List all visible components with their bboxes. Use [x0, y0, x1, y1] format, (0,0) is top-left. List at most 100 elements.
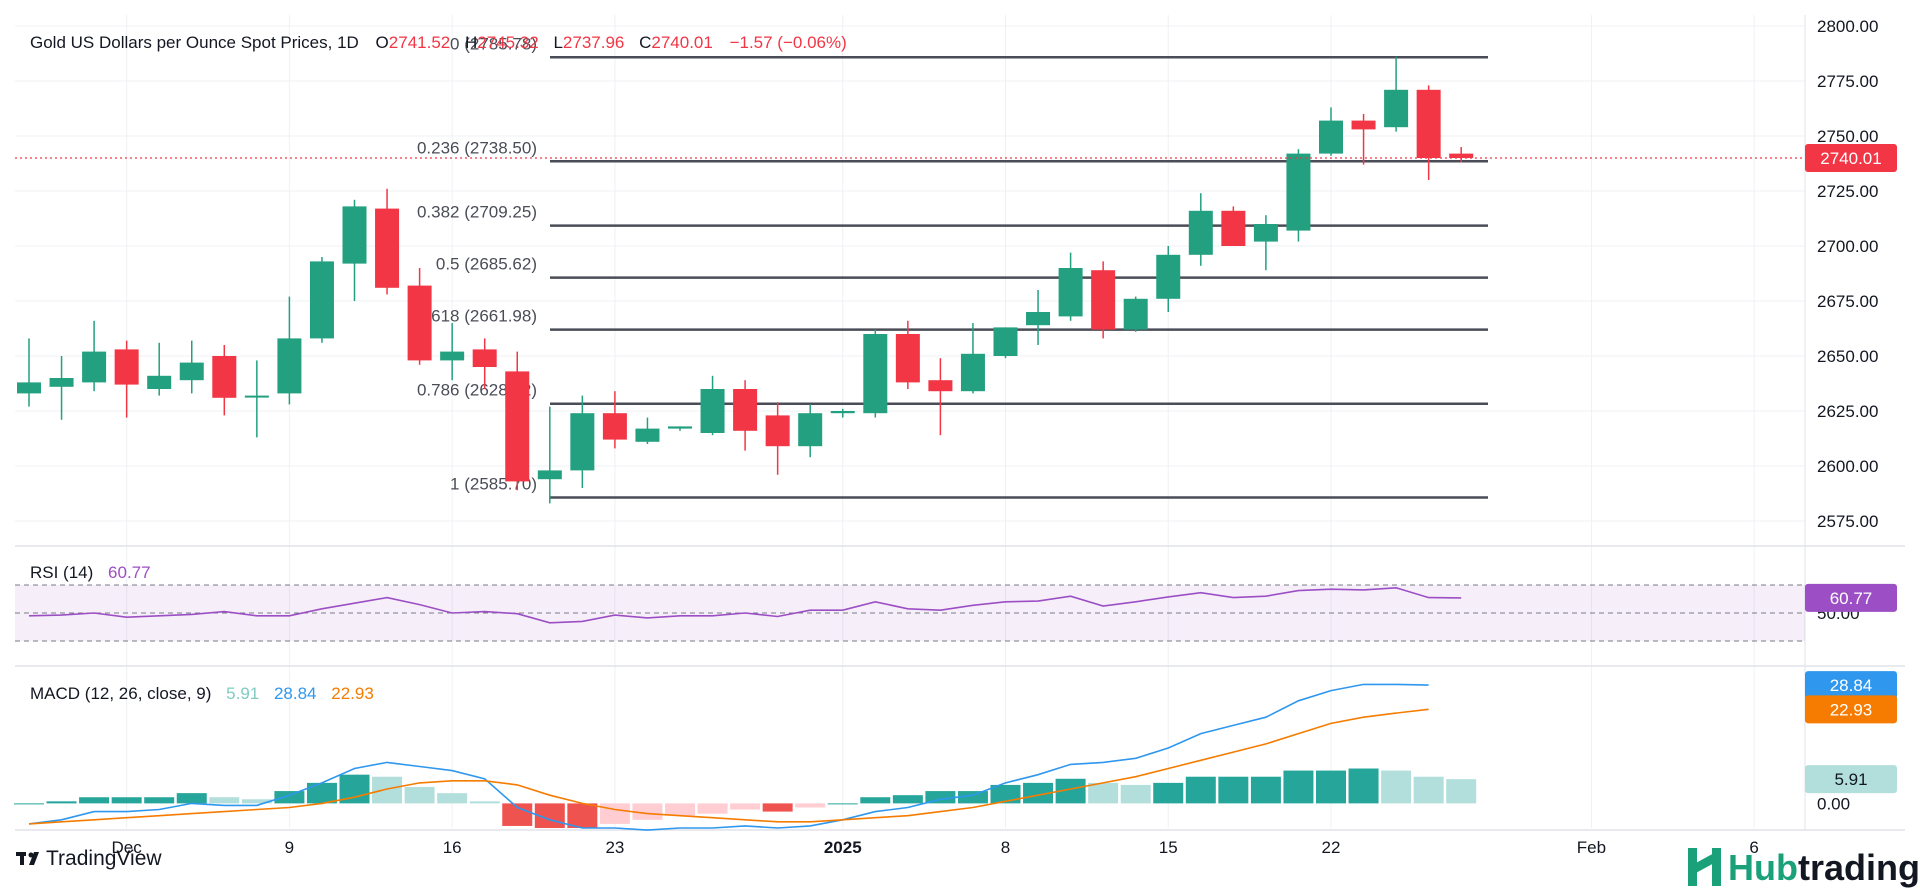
macd-histogram-bar	[795, 803, 826, 808]
candle[interactable]	[1253, 215, 1278, 271]
candle[interactable]	[928, 358, 953, 436]
high-value: 2745.32	[477, 33, 538, 52]
last-price-value: 2740.01	[1820, 149, 1881, 168]
candles[interactable]	[15, 56, 1805, 504]
candle[interactable]	[277, 296, 302, 405]
candle[interactable]	[82, 320, 107, 392]
candle[interactable]	[309, 257, 334, 343]
candle[interactable]	[830, 408, 855, 418]
macd-histogram-bar	[599, 803, 630, 824]
candle[interactable]	[472, 338, 497, 389]
candle-body	[147, 375, 172, 389]
legend-line: Gold US Dollars per Ounce Spot Prices, 1…	[30, 33, 847, 52]
price-tick-label: 2725.00	[1817, 182, 1878, 201]
price-tick-label: 2625.00	[1817, 402, 1878, 421]
candle[interactable]	[17, 338, 41, 407]
hubtrading-icon	[1688, 848, 1721, 886]
hubtrading-logo[interactable]: Hubtrading	[1688, 847, 1920, 888]
candle[interactable]	[244, 360, 269, 438]
macd-histogram-bar	[1446, 779, 1477, 804]
candle[interactable]	[1156, 246, 1181, 312]
candle[interactable]	[765, 402, 790, 475]
candle-body	[1156, 254, 1181, 299]
candle[interactable]	[114, 340, 139, 418]
candle-body	[1188, 210, 1213, 255]
candle[interactable]	[1123, 296, 1148, 332]
candle[interactable]	[1058, 252, 1083, 321]
candle[interactable]	[1449, 147, 1474, 163]
rsi-line	[28, 586, 1462, 624]
candle-body	[472, 349, 497, 367]
candle[interactable]	[798, 404, 823, 458]
tradingview-logo[interactable]: TradingView	[16, 847, 162, 870]
candle[interactable]	[1319, 107, 1343, 156]
chart-title: Gold US Dollars per Ounce Spot Prices, 1…	[30, 33, 359, 52]
candle-body	[1221, 210, 1246, 246]
macd-histogram-bar	[1250, 776, 1281, 804]
candle-body	[700, 389, 725, 433]
candle-body	[407, 285, 432, 361]
candle[interactable]	[700, 375, 725, 436]
macd-histogram-bar	[1283, 770, 1314, 804]
candle[interactable]	[179, 340, 204, 394]
candle[interactable]	[1188, 193, 1213, 266]
macd-histogram-bar	[1185, 776, 1216, 804]
candle-body	[960, 353, 985, 392]
macd-histogram-bar	[469, 801, 500, 804]
low-value: 2737.96	[563, 33, 624, 52]
candle[interactable]	[895, 320, 920, 389]
price-tick-label: 2650.00	[1817, 347, 1878, 366]
time-tick-label: 16	[443, 838, 462, 857]
candle-body	[505, 371, 530, 482]
candle[interactable]	[505, 351, 530, 491]
macd-histogram-bar	[502, 803, 533, 826]
candle[interactable]	[602, 391, 627, 449]
candle[interactable]	[147, 342, 172, 396]
macd-line-value: 28.84	[274, 684, 317, 703]
candle[interactable]	[1384, 56, 1409, 132]
candle[interactable]	[342, 199, 367, 301]
candle[interactable]	[1351, 114, 1376, 165]
candle[interactable]	[570, 395, 595, 488]
candle[interactable]	[635, 417, 660, 444]
candle-body	[602, 413, 627, 440]
macd-signal-line	[28, 708, 1429, 825]
candle[interactable]	[49, 356, 74, 420]
candle[interactable]	[960, 323, 985, 394]
candle-body	[570, 413, 595, 471]
time-tick-label: Feb	[1577, 838, 1606, 857]
candle-body	[895, 334, 920, 383]
candle[interactable]	[1221, 206, 1246, 246]
candle[interactable]	[440, 323, 465, 381]
candle[interactable]	[375, 188, 400, 295]
macd-histogram-bar	[241, 799, 272, 804]
candle-body	[863, 334, 888, 414]
candle[interactable]	[993, 327, 1018, 359]
macd-histogram-bar	[176, 793, 207, 804]
candle-body	[928, 380, 953, 392]
macd-histogram-badge-value: 5.91	[1834, 770, 1867, 789]
macd-histogram-bar	[1316, 770, 1346, 804]
candle[interactable]	[537, 406, 562, 504]
candle[interactable]	[1026, 290, 1051, 345]
candle-body	[1416, 89, 1441, 158]
low-label: L	[553, 33, 562, 52]
macd-line	[28, 683, 1429, 831]
macd-histogram-bar	[404, 786, 435, 804]
candle[interactable]	[1416, 85, 1441, 180]
candle[interactable]	[212, 345, 237, 416]
candle[interactable]	[668, 426, 692, 431]
candle-body	[244, 395, 269, 398]
candle[interactable]	[407, 268, 432, 365]
price-tick-label: 2600.00	[1817, 457, 1878, 476]
macd-histogram-bar	[209, 797, 240, 804]
candle[interactable]	[1286, 149, 1311, 242]
candle[interactable]	[733, 380, 758, 451]
time-tick-label: 15	[1159, 838, 1178, 857]
candle-body	[49, 378, 74, 387]
candle[interactable]	[863, 329, 888, 418]
rsi-title: RSI (14)	[30, 563, 93, 582]
candle[interactable]	[1091, 261, 1116, 339]
